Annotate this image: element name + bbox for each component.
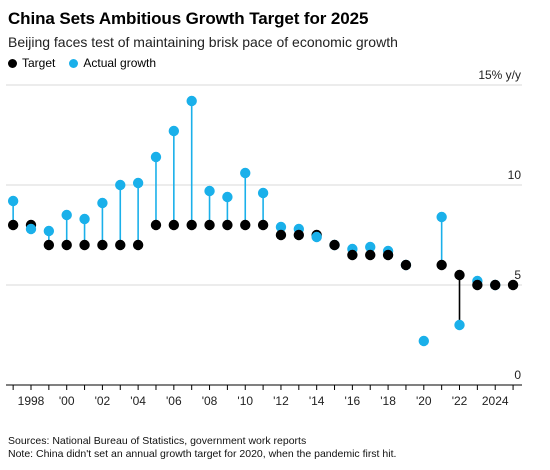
target-point-2019 — [400, 259, 412, 271]
actual-point-1997 — [7, 195, 19, 207]
y-tick-label-5: 5 — [514, 268, 521, 282]
actual-point-2006 — [168, 125, 180, 137]
x-tick-label-2010: '10 — [237, 394, 253, 408]
actual-point-2008 — [204, 185, 215, 197]
target-point-1997 — [7, 219, 19, 231]
target-point-2012 — [275, 229, 287, 241]
target-point-2003 — [115, 239, 126, 251]
target-point-2017 — [365, 249, 376, 261]
legend-label-actual: Actual growth — [83, 56, 157, 70]
actual-point-2011 — [257, 187, 269, 199]
y-tick-label-10: 10 — [508, 168, 522, 182]
actual-point-1998 — [25, 223, 37, 235]
target-point-2022 — [454, 269, 465, 281]
target-point-2000 — [61, 239, 72, 251]
target-point-2016 — [347, 249, 358, 261]
x-tick-label-2022: '22 — [452, 394, 468, 408]
y-tick-label-0: 0 — [514, 368, 521, 382]
target-points — [7, 219, 519, 331]
grid-lines — [6, 84, 522, 386]
target-point-2010 — [240, 219, 251, 231]
target-point-2021 — [436, 259, 447, 271]
actual-point-1999 — [43, 225, 55, 237]
target-point-2005 — [150, 219, 162, 231]
actual-point-2007 — [186, 95, 197, 107]
stem-lines — [12, 101, 479, 325]
x-tick-label-2008: '08 — [202, 394, 218, 408]
x-tick-label-2024: 2024 — [482, 394, 509, 408]
x-tick-label-2002: '02 — [95, 394, 111, 408]
x-tick-label-2018: '18 — [380, 394, 396, 408]
footnotes: Sources: National Bureau of Statistics, … — [8, 435, 396, 461]
x-tick-label-1998: 1998 — [18, 394, 45, 408]
y-axis-labels: 0 5 10 15% y/y — [478, 68, 521, 382]
y-tick-label-15: 15% y/y — [478, 68, 521, 82]
x-tick-label-2014: '14 — [309, 394, 325, 408]
target-point-2009 — [222, 219, 233, 231]
target-point-2023 — [472, 279, 483, 291]
actual-point-2020 — [418, 335, 429, 347]
chart-subtitle: Beijing faces test of maintaining brisk … — [8, 34, 398, 50]
actual-point-2002 — [97, 197, 108, 209]
target-point-2018 — [382, 249, 394, 261]
actual-point-2005 — [150, 151, 162, 163]
actual-point-2021 — [436, 211, 447, 223]
target-point-2002 — [97, 239, 108, 251]
legend: Target Actual growth — [8, 56, 164, 70]
legend-swatch-actual — [69, 58, 79, 68]
target-point-2015 — [329, 239, 340, 251]
x-tick-label-2012: '12 — [273, 394, 289, 408]
x-tick-label-2020: '20 — [416, 394, 432, 408]
actual-point-2003 — [115, 179, 126, 191]
legend-item-target: Target — [8, 56, 55, 70]
actual-point-2012 — [275, 221, 287, 233]
actual-point-2010 — [240, 167, 251, 179]
target-point-2024 — [490, 279, 501, 291]
actual-point-2000 — [61, 209, 72, 221]
actual-point-2014 — [311, 231, 322, 243]
target-point-2007 — [186, 219, 197, 231]
actual-point-2022 — [454, 319, 465, 331]
target-point-2008 — [204, 219, 215, 231]
legend-label-target: Target — [22, 56, 56, 70]
target-point-2025 — [507, 279, 519, 291]
x-tick-label-2016: '16 — [345, 394, 361, 408]
target-point-2001 — [79, 239, 90, 251]
x-tick-label-2000: '00 — [59, 394, 75, 408]
actual-point-2001 — [79, 213, 90, 225]
legend-swatch-target — [8, 58, 17, 68]
x-tick-label-2006: '06 — [166, 394, 182, 408]
x-tick-label-2004: '04 — [130, 394, 146, 408]
target-point-2004 — [132, 239, 144, 251]
target-point-2013 — [293, 229, 305, 241]
actual-point-2004 — [132, 177, 144, 189]
target-point-1999 — [43, 239, 55, 251]
pandemic-note: Note: China didn't set an annual growth … — [8, 448, 397, 460]
actual-point-2009 — [222, 191, 233, 203]
actual-points — [7, 95, 501, 347]
x-axis: 1998 '00 '02 '04 '06 '08 '10 '12 '14 '16 '18 '20 '22… — [12, 385, 514, 408]
legend-item-actual: Actual growth — [69, 56, 156, 70]
source-note: Sources: National Bureau of Statistics, … — [8, 435, 307, 447]
actual-point-2017 — [365, 241, 376, 253]
target-point-2011 — [257, 219, 269, 231]
target-point-2006 — [168, 219, 180, 231]
chart-title: China Sets Ambitious Growth Target for 2… — [8, 9, 369, 28]
